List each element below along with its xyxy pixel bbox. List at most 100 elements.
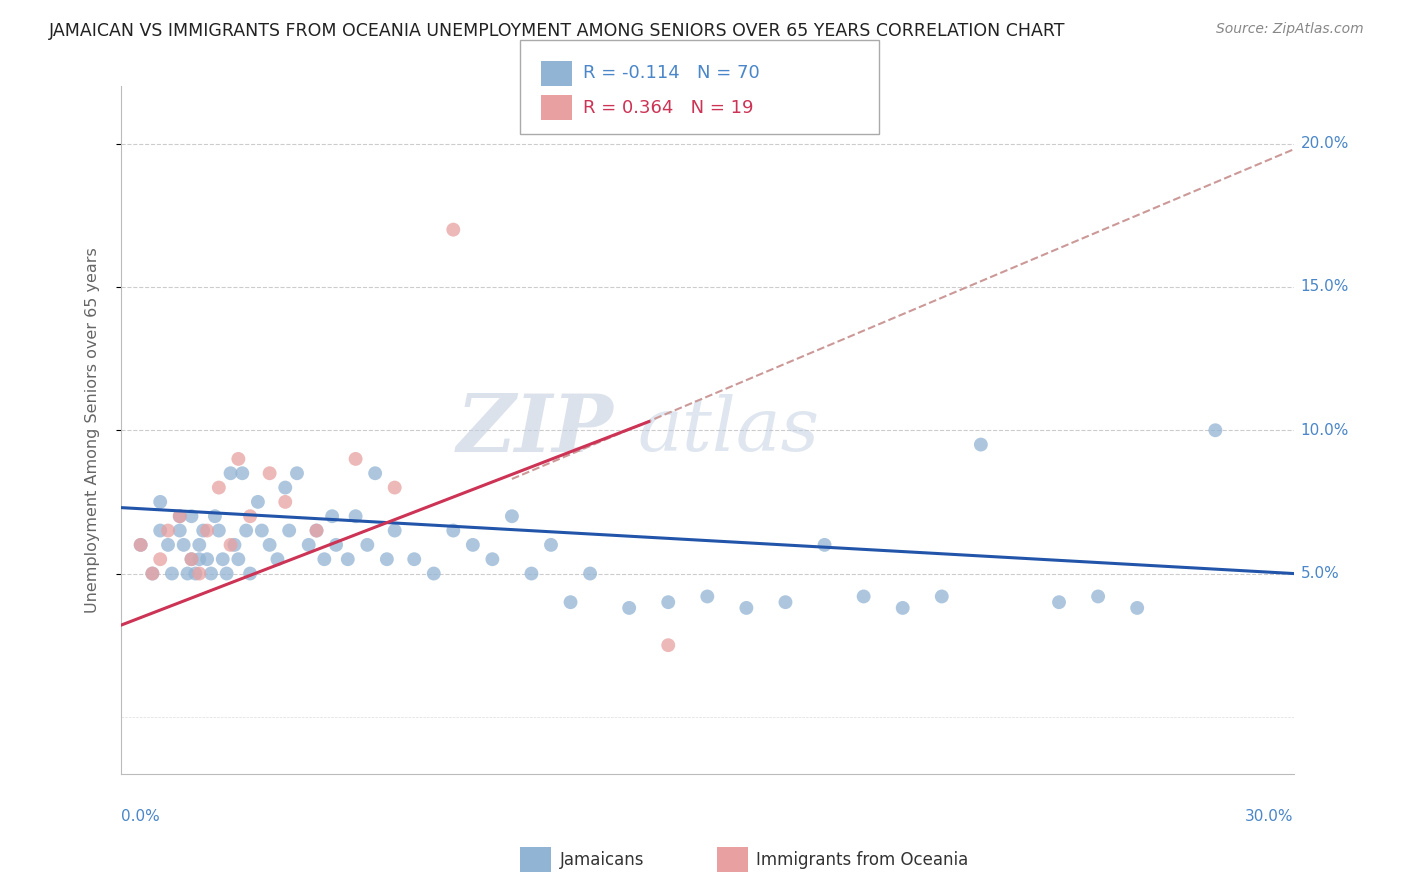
- Point: [266, 552, 288, 566]
- Point: [224, 538, 246, 552]
- Point: [560, 595, 582, 609]
- Point: [321, 509, 343, 524]
- Point: [891, 601, 914, 615]
- Point: [195, 524, 218, 538]
- Point: [735, 601, 758, 615]
- Text: 0.0%: 0.0%: [121, 808, 160, 823]
- Point: [188, 566, 211, 581]
- Point: [1204, 423, 1226, 437]
- Point: [219, 538, 242, 552]
- Point: [384, 524, 406, 538]
- Point: [176, 566, 198, 581]
- Point: [461, 538, 484, 552]
- Point: [278, 524, 301, 538]
- Point: [204, 509, 226, 524]
- Point: [344, 509, 367, 524]
- Point: [298, 538, 321, 552]
- Text: atlas: atlas: [637, 394, 820, 467]
- Text: 20.0%: 20.0%: [1301, 136, 1348, 151]
- Text: R = -0.114   N = 70: R = -0.114 N = 70: [583, 64, 761, 82]
- Point: [696, 590, 718, 604]
- Point: [404, 552, 426, 566]
- Point: [931, 590, 953, 604]
- Point: [1126, 601, 1149, 615]
- Text: 15.0%: 15.0%: [1301, 279, 1348, 294]
- Point: [228, 552, 250, 566]
- Point: [274, 495, 297, 509]
- Point: [250, 524, 273, 538]
- Point: [441, 524, 464, 538]
- Point: [325, 538, 347, 552]
- Point: [501, 509, 523, 524]
- Point: [441, 222, 464, 236]
- Point: [579, 566, 602, 581]
- Point: [188, 552, 211, 566]
- Point: [149, 495, 172, 509]
- Point: [657, 638, 679, 652]
- Point: [180, 552, 202, 566]
- Text: R = 0.364   N = 19: R = 0.364 N = 19: [583, 99, 754, 117]
- Point: [274, 481, 297, 495]
- Point: [356, 538, 378, 552]
- Point: [169, 509, 191, 524]
- Point: [285, 467, 308, 481]
- Y-axis label: Unemployment Among Seniors over 65 years: Unemployment Among Seniors over 65 years: [86, 247, 100, 613]
- Point: [219, 467, 242, 481]
- Point: [231, 467, 253, 481]
- Point: [239, 509, 262, 524]
- Point: [852, 590, 875, 604]
- Point: [141, 566, 163, 581]
- Point: [149, 552, 172, 566]
- Point: [423, 566, 446, 581]
- Text: 30.0%: 30.0%: [1244, 808, 1294, 823]
- Text: ZIP: ZIP: [457, 392, 613, 469]
- Point: [180, 509, 202, 524]
- Point: [970, 437, 993, 451]
- Point: [344, 451, 367, 466]
- Point: [235, 524, 257, 538]
- Point: [215, 566, 238, 581]
- Point: [180, 552, 202, 566]
- Point: [184, 566, 207, 581]
- Point: [305, 524, 328, 538]
- Point: [657, 595, 679, 609]
- Point: [211, 552, 233, 566]
- Point: [540, 538, 562, 552]
- Point: [375, 552, 398, 566]
- Point: [157, 538, 180, 552]
- Text: Immigrants from Oceania: Immigrants from Oceania: [756, 851, 969, 869]
- Point: [188, 538, 211, 552]
- Point: [617, 601, 640, 615]
- Point: [169, 509, 191, 524]
- Point: [775, 595, 797, 609]
- Text: 5.0%: 5.0%: [1301, 566, 1339, 581]
- Text: Jamaicans: Jamaicans: [560, 851, 644, 869]
- Point: [129, 538, 152, 552]
- Point: [157, 524, 180, 538]
- Point: [364, 467, 387, 481]
- Text: Source: ZipAtlas.com: Source: ZipAtlas.com: [1216, 22, 1364, 37]
- Point: [141, 566, 163, 581]
- Point: [228, 451, 250, 466]
- Text: 10.0%: 10.0%: [1301, 423, 1348, 438]
- Point: [239, 566, 262, 581]
- Point: [149, 524, 172, 538]
- Point: [1047, 595, 1070, 609]
- Point: [246, 495, 269, 509]
- Point: [129, 538, 152, 552]
- Point: [259, 467, 281, 481]
- Point: [169, 524, 191, 538]
- Point: [208, 524, 231, 538]
- Point: [305, 524, 328, 538]
- Point: [1087, 590, 1109, 604]
- Point: [481, 552, 503, 566]
- Point: [384, 481, 406, 495]
- Point: [520, 566, 543, 581]
- Point: [314, 552, 336, 566]
- Point: [160, 566, 183, 581]
- Point: [336, 552, 359, 566]
- Point: [173, 538, 195, 552]
- Point: [259, 538, 281, 552]
- Point: [813, 538, 835, 552]
- Point: [200, 566, 222, 581]
